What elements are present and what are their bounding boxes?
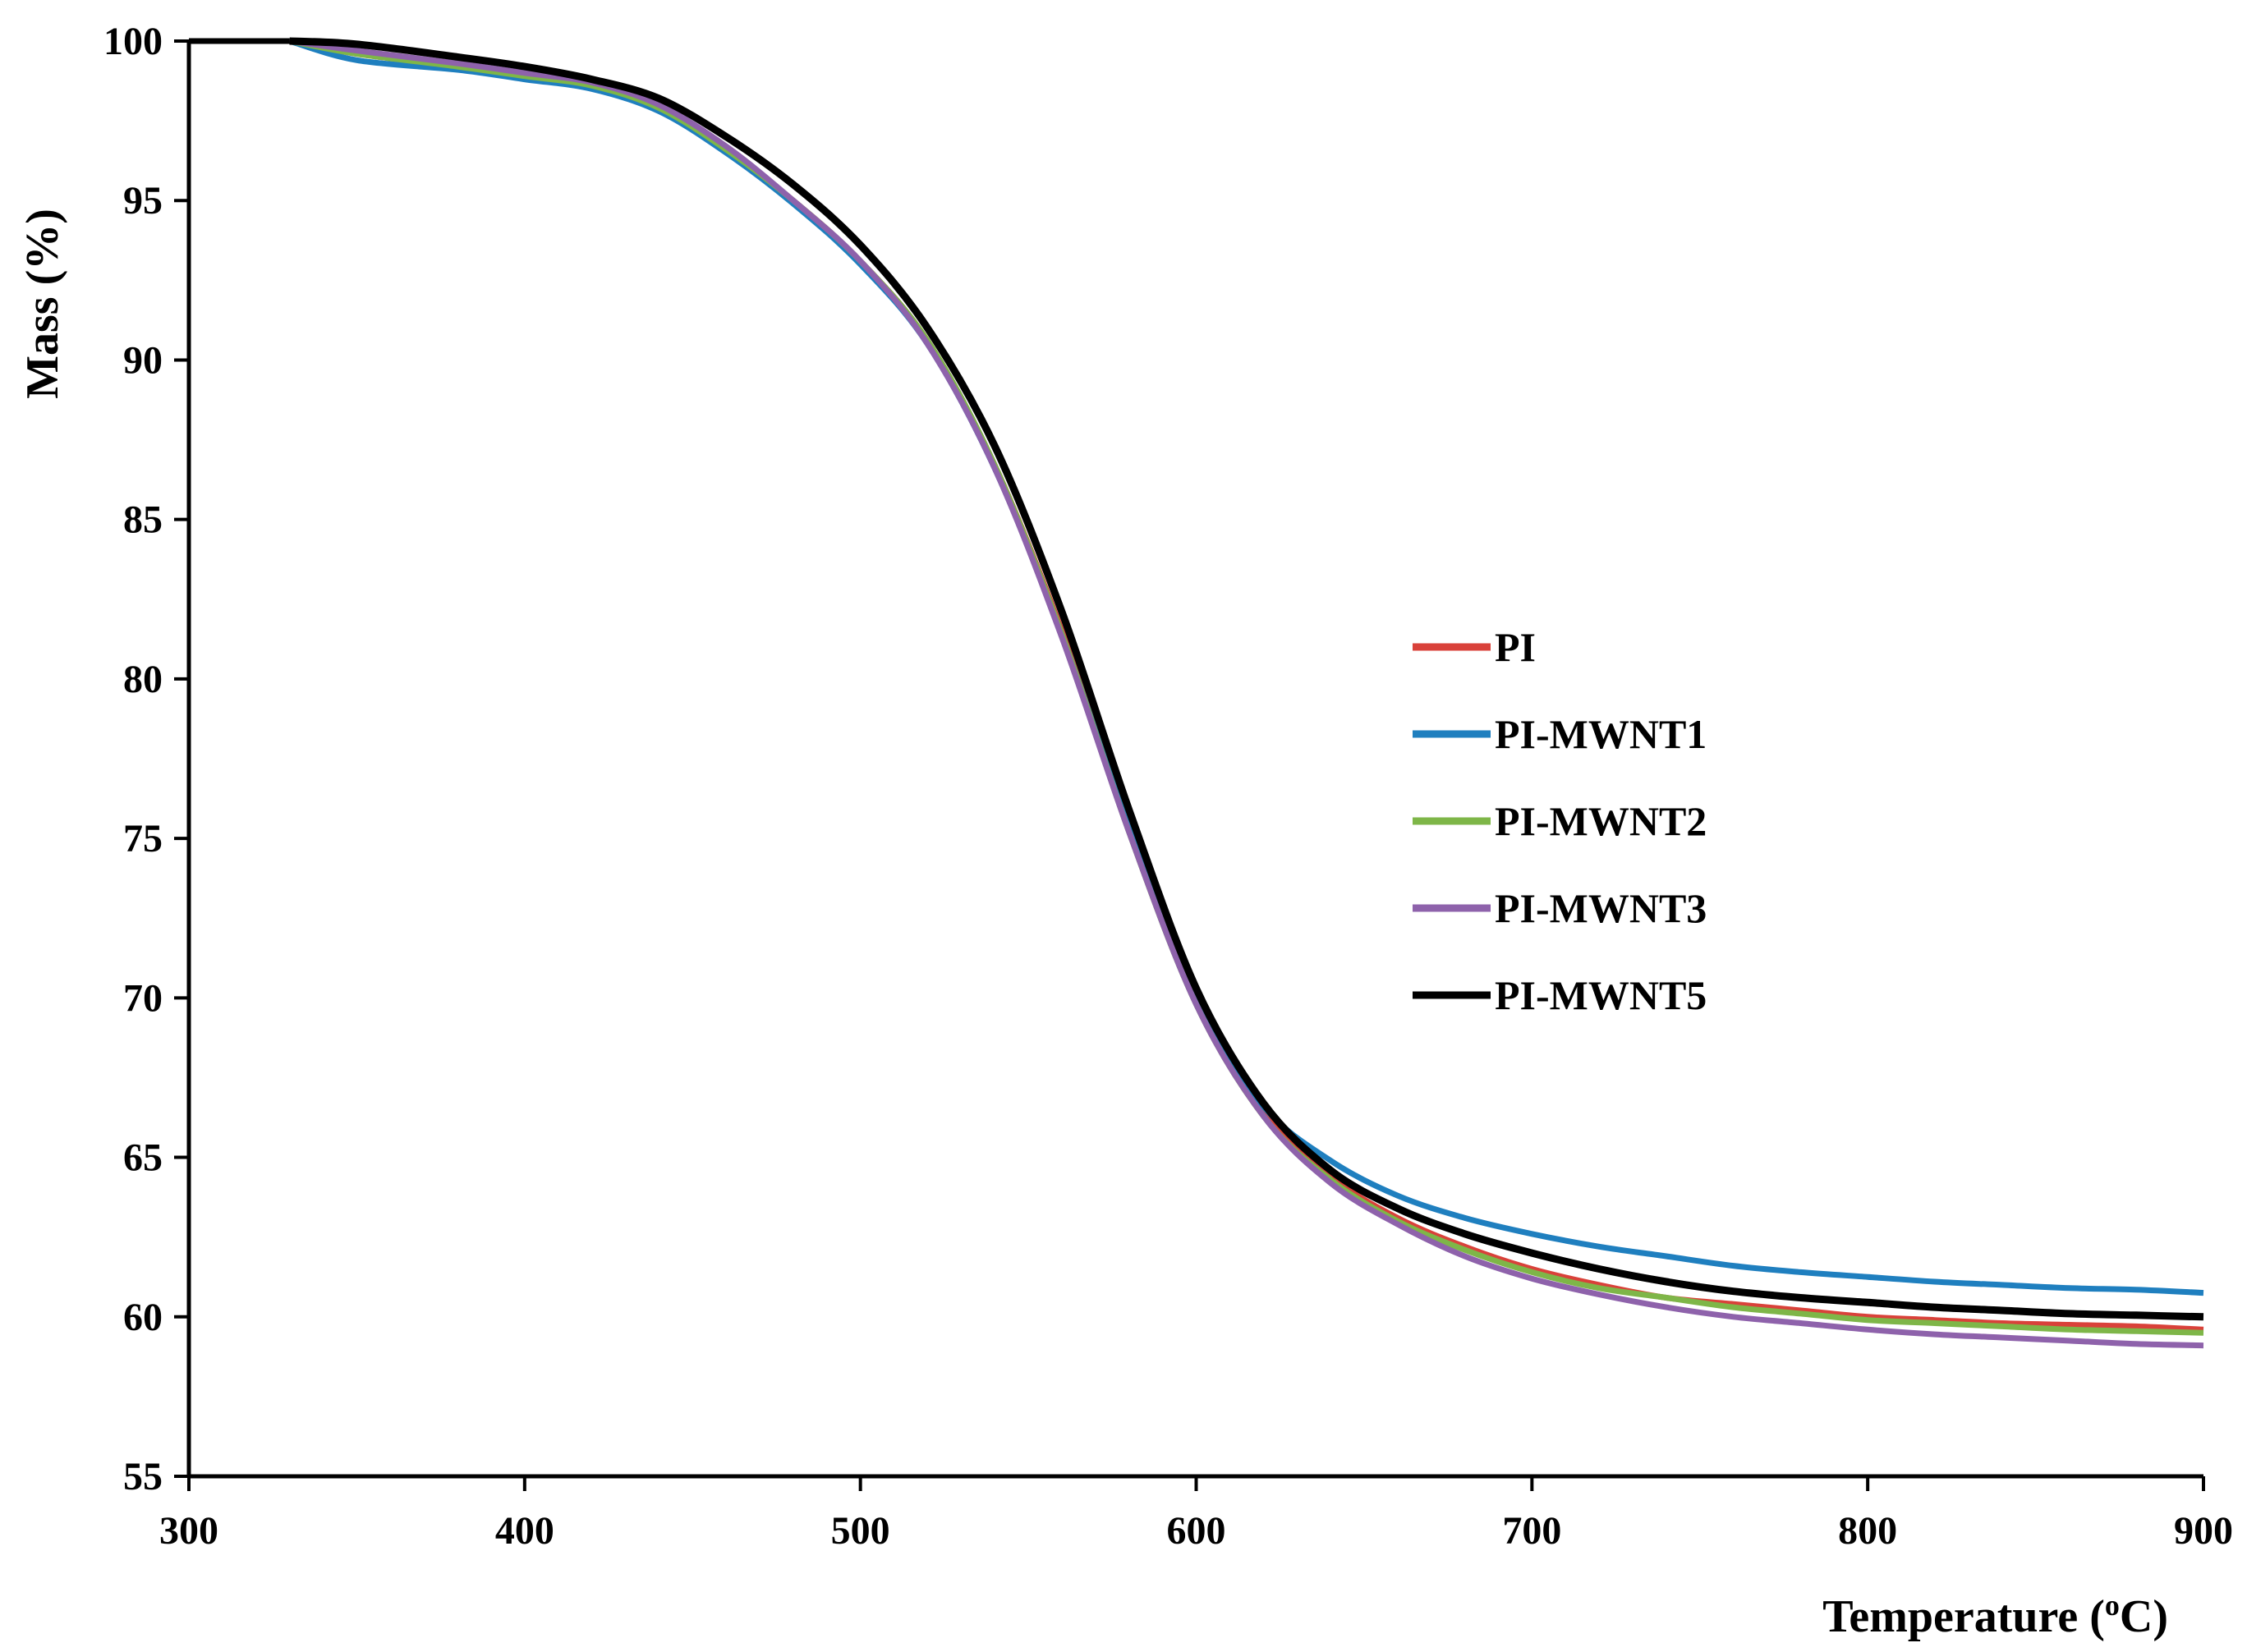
y-tick-label: 75 <box>123 817 163 860</box>
x-tick-label: 800 <box>1838 1509 1897 1553</box>
legend-label: PI-MWNT2 <box>1495 798 1707 844</box>
y-tick-label: 95 <box>123 179 163 223</box>
y-tick-label: 70 <box>123 976 163 1020</box>
y-axis-title: Mass (%) <box>17 209 68 399</box>
series-pi-mwnt2-line <box>288 38 2204 1336</box>
series-layer <box>189 37 2204 1349</box>
series-pi-line <box>288 38 2204 1333</box>
y-tick-label: 90 <box>123 338 163 382</box>
x-tick-label: 600 <box>1167 1509 1226 1553</box>
y-tick-label: 80 <box>123 658 163 701</box>
series-pi-mwnt5-line <box>289 37 2204 1321</box>
x-axis-title-main: Temperature ( <box>1822 1591 2105 1642</box>
legend: PI PI-MWNT1 PI-MWNT2 PI-MWNT3 PI-MWNT5 <box>1413 624 1707 1018</box>
y-tick-label: 100 <box>103 20 163 63</box>
x-axis-title-superscript: o <box>2105 1589 2120 1622</box>
series-pi-mwnt3-line <box>289 38 2204 1349</box>
legend-label: PI-MWNT3 <box>1495 885 1707 931</box>
legend-label: PI-MWNT1 <box>1495 711 1707 757</box>
legend-item-pi: PI <box>1413 624 1536 670</box>
axes-layer <box>186 41 2203 1479</box>
series-pi-mwnt1-line <box>288 38 2204 1296</box>
legend-item-pi-mwnt5: PI-MWNT5 <box>1413 972 1707 1018</box>
x-tick-label: 400 <box>495 1509 554 1553</box>
legend-item-pi-mwnt2: PI-MWNT2 <box>1413 798 1707 844</box>
ticks-layer: 55 60 65 70 75 80 85 90 95 100 300 400 500 600 700 800 9… <box>103 20 2233 1553</box>
y-tick-label: 60 <box>123 1296 163 1339</box>
x-tick-label: 700 <box>1502 1509 1561 1553</box>
x-axis-title-unit: C) <box>2120 1591 2168 1642</box>
legend-item-pi-mwnt1: PI-MWNT1 <box>1413 711 1707 757</box>
x-tick-label: 500 <box>831 1509 890 1553</box>
y-tick-label: 85 <box>123 498 163 542</box>
x-axis-title: Temperature (oC) <box>1822 1589 2168 1642</box>
legend-label: PI-MWNT5 <box>1495 972 1707 1018</box>
y-tick-label: 65 <box>123 1136 163 1180</box>
x-tick-label: 300 <box>159 1509 218 1553</box>
legend-label: PI <box>1495 624 1536 670</box>
y-tick-label: 55 <box>123 1455 163 1498</box>
legend-item-pi-mwnt3: PI-MWNT3 <box>1413 885 1707 931</box>
x-tick-label: 900 <box>2174 1509 2233 1553</box>
